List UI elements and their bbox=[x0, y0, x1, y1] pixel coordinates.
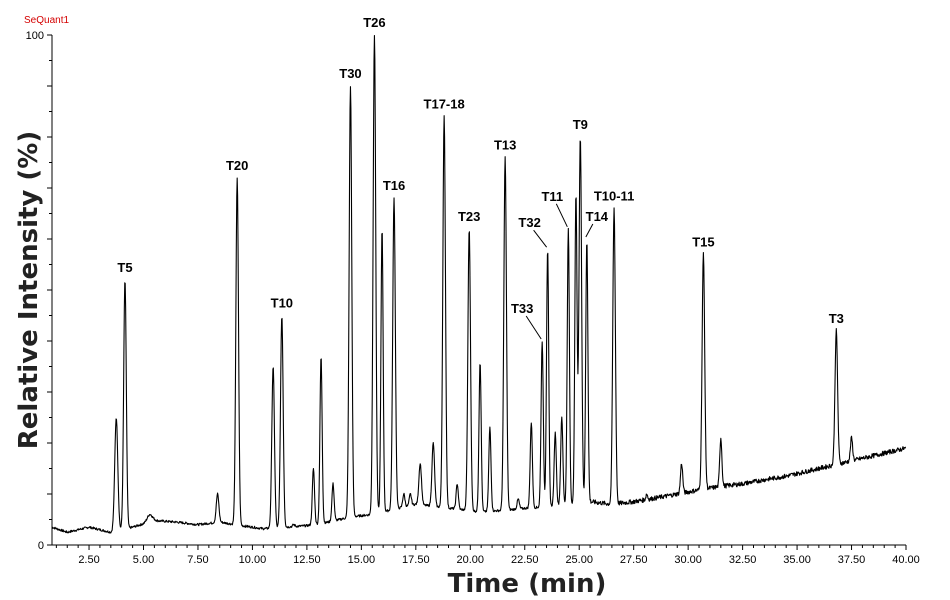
peak-leader-line bbox=[555, 203, 568, 228]
x-tick-label: 2.50 bbox=[78, 554, 99, 566]
peak-label: T26 bbox=[363, 15, 385, 30]
brand-label: SeQuant1 bbox=[24, 15, 69, 26]
x-tick-label: 17.50 bbox=[402, 554, 430, 566]
peak-label: T10 bbox=[271, 296, 293, 311]
x-tick-label: 15.00 bbox=[348, 554, 376, 566]
x-tick-label: 27.50 bbox=[620, 554, 648, 566]
x-tick-label: 30.00 bbox=[674, 554, 702, 566]
x-tick-label: 40.00 bbox=[892, 554, 920, 566]
x-tick-label: 10.00 bbox=[239, 554, 267, 566]
peak-label: T10-11 bbox=[594, 188, 634, 203]
peak-label: T13 bbox=[494, 137, 516, 152]
x-tick-label: 12.50 bbox=[293, 554, 321, 566]
peak-label: T32 bbox=[518, 215, 540, 230]
peak-label: T33 bbox=[511, 301, 533, 316]
peak-label: T14 bbox=[586, 209, 609, 224]
peak-label: T16 bbox=[383, 178, 405, 193]
x-tick-label: 20.00 bbox=[457, 554, 485, 566]
peak-label: T15 bbox=[692, 234, 714, 249]
peak-label: T9 bbox=[573, 117, 588, 132]
y-axis-title: Relative Intensity (%) bbox=[14, 131, 44, 449]
peak-leader-line bbox=[533, 229, 548, 248]
x-axis-title: Time (min) bbox=[448, 569, 607, 599]
peak-label: T5 bbox=[117, 260, 132, 275]
x-tick-label: 5.00 bbox=[133, 554, 154, 566]
x-tick-label: 35.00 bbox=[783, 554, 811, 566]
chart-axes: 0 100 2.50 5.00 7.50 10.00 12.50 15.00 17.50 20.0… bbox=[26, 30, 920, 566]
peak-label: T23 bbox=[458, 209, 480, 224]
x-tick-label: 37.50 bbox=[838, 554, 866, 566]
y-tick-label: 0 bbox=[38, 540, 44, 552]
y-tick-label: 100 bbox=[26, 30, 44, 42]
peak-label: T17-18 bbox=[424, 97, 465, 112]
x-tick-label: 7.50 bbox=[187, 554, 208, 566]
peak-leader-line bbox=[585, 223, 594, 238]
x-tick-label: 25.00 bbox=[565, 554, 593, 566]
peak-label: T3 bbox=[829, 311, 844, 326]
peak-label: T11 bbox=[541, 189, 563, 204]
chromatogram-trace bbox=[51, 34, 907, 534]
x-tick-label: 22.50 bbox=[511, 554, 539, 566]
x-tick-label: 32.50 bbox=[729, 554, 757, 566]
peak-leader-line bbox=[525, 315, 542, 340]
peak-label: T30 bbox=[339, 66, 361, 81]
peak-label: T20 bbox=[226, 158, 248, 173]
